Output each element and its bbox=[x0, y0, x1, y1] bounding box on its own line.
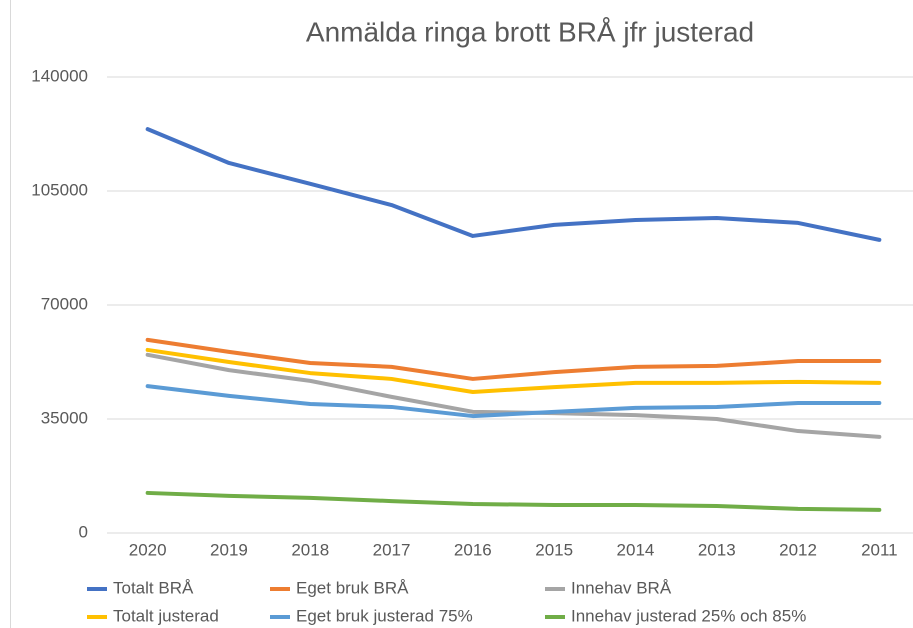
x-tick-label: 2019 bbox=[210, 540, 248, 559]
line-series bbox=[145, 127, 882, 242]
legend-label: Eget bruk BRÅ bbox=[296, 578, 409, 597]
x-tick-label: 2016 bbox=[454, 540, 492, 559]
line-series bbox=[145, 384, 882, 419]
line-series bbox=[145, 347, 882, 394]
line-series bbox=[145, 337, 882, 381]
legend-label: Eget bruk justerad 75% bbox=[296, 606, 473, 625]
y-tick-label: 70000 bbox=[41, 294, 88, 313]
chart-frame bbox=[10, 0, 11, 628]
y-tick-label: 105000 bbox=[31, 180, 88, 199]
x-tick-label: 2011 bbox=[861, 540, 898, 559]
y-tick-label: 140000 bbox=[31, 66, 88, 85]
x-tick-label: 2012 bbox=[779, 540, 817, 559]
x-tick-label: 2017 bbox=[373, 540, 411, 559]
x-tick-label: 2015 bbox=[535, 540, 573, 559]
x-tick-label: 2018 bbox=[291, 540, 329, 559]
y-tick-label: 35000 bbox=[41, 408, 88, 427]
legend-label: Innehav BRÅ bbox=[571, 578, 672, 597]
x-tick-label: 2013 bbox=[698, 540, 736, 559]
legend-label: Innehav justerad 25% och 85% bbox=[571, 606, 806, 625]
legend-label: Totalt BRÅ bbox=[113, 578, 194, 597]
line-series bbox=[145, 490, 882, 512]
x-tick-label: 2014 bbox=[617, 540, 655, 559]
chart-title: Anmälda ringa brott BRÅ jfr justerad bbox=[306, 16, 754, 47]
x-tick-label: 2020 bbox=[129, 540, 167, 559]
y-tick-label: 0 bbox=[79, 522, 88, 541]
legend-label: Totalt justerad bbox=[113, 606, 219, 625]
